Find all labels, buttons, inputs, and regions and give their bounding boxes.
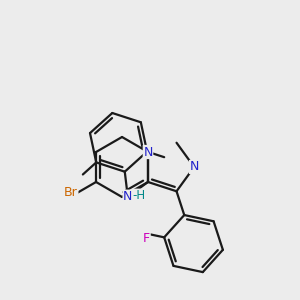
Text: F: F	[143, 232, 150, 245]
Text: N: N	[123, 190, 133, 203]
Text: N: N	[190, 160, 199, 173]
Text: N: N	[143, 146, 153, 158]
Text: Br: Br	[64, 187, 78, 200]
Text: -H: -H	[132, 189, 145, 202]
